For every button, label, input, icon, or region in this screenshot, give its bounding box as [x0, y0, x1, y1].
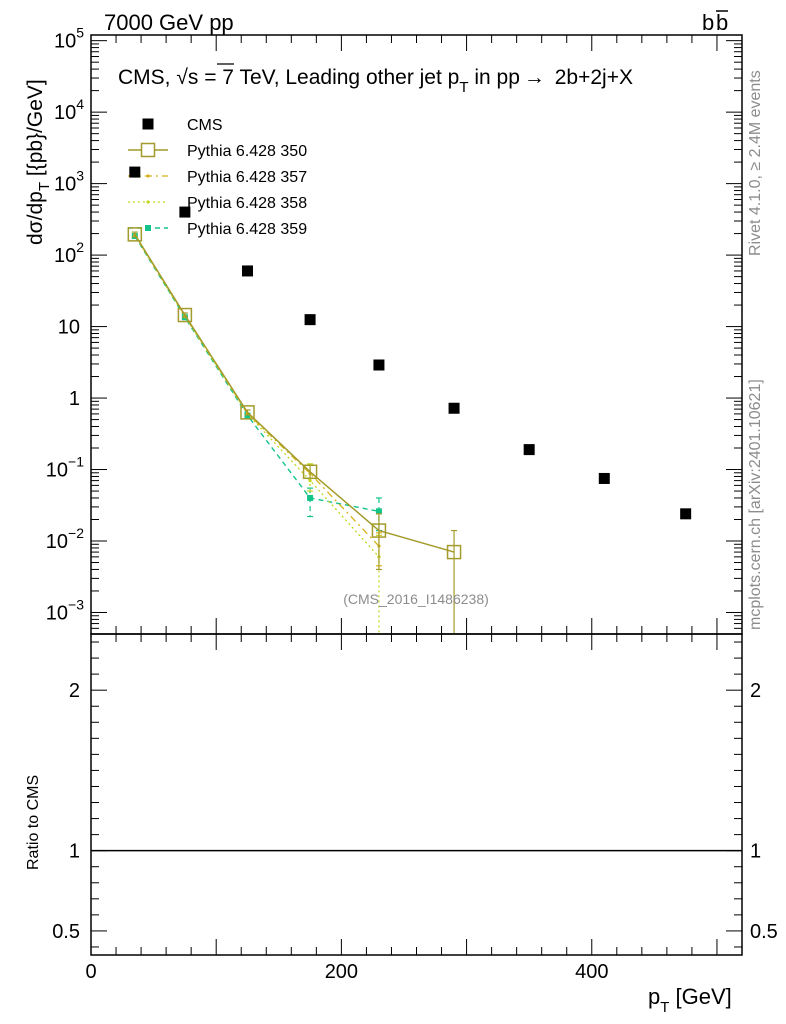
ratio-y-tick-labels: 0.5 0.5 1 1 2 2 [52, 680, 778, 943]
series-line-p359 [134, 235, 380, 513]
series-line-p358 [134, 235, 380, 558]
point-cms [448, 402, 460, 414]
legend-marker-p359 [145, 225, 151, 231]
point-cms [523, 444, 535, 456]
main-y-tick-label: 105 [54, 25, 84, 53]
plot-title: CMS, √s = 7 TeV, Leading other jet pT in… [118, 63, 633, 96]
main-y-axis-title: dσ/dpT [{pb}/GeV] [24, 79, 53, 245]
ratio-y-tick-label-right: 2 [750, 680, 761, 702]
main-y-tick-label: 10−3 [46, 596, 84, 624]
analysis-id: (CMS_2016_I1486238) [343, 591, 489, 607]
main-axis-ticks [90, 35, 743, 635]
point-p350 [446, 544, 462, 560]
point-p350 [127, 227, 143, 242]
header-right-b: b [702, 10, 714, 35]
point-p359 [375, 508, 382, 515]
legend-marker-p358 [146, 200, 150, 204]
x-axis-title: pT [GeV] [648, 984, 732, 1016]
ratio-y-tick-label: 1 [69, 841, 80, 863]
main-y-tick-label: 10−1 [46, 454, 84, 482]
main-data [127, 166, 692, 634]
x-tick-label: 0 [85, 961, 96, 983]
ratio-y-tick-label-right: 0.5 [750, 921, 778, 943]
legend-marker-p357 [146, 174, 150, 178]
point-p359 [307, 494, 314, 501]
legend-label-cms: CMS [187, 117, 223, 134]
ratio-y-tick-label: 0.5 [52, 921, 80, 943]
x-tick-labels: 0 200 400 [85, 961, 608, 983]
legend-marker-p350 [140, 142, 156, 158]
point-p350 [177, 307, 193, 323]
x-tick-label: 400 [575, 961, 608, 983]
legend-item-p350: Pythia 6.428 350 [128, 142, 307, 160]
rivet-label: Rivet 4.1.0, ≥ 2.4M events [747, 70, 764, 256]
main-y-tick-label: 10 [58, 317, 80, 339]
header-left: 7000 GeV pp [104, 10, 234, 35]
point-p350 [240, 405, 255, 420]
legend-label-p357: Pythia 6.428 357 [187, 169, 307, 186]
legend-item-p359: Pythia 6.428 359 [128, 221, 307, 238]
main-y-tick-label: 102 [54, 239, 84, 267]
ratio-plot-frame [90, 633, 743, 956]
legend-label-p359: Pythia 6.428 359 [187, 221, 307, 238]
main-y-tick-label: 10−2 [46, 525, 84, 553]
header-right: b b [702, 10, 728, 35]
mcplots-label: mcplots.cern.ch [arXiv:2401.10621] [747, 379, 764, 630]
header-right-bbar: b [716, 10, 728, 35]
point-cms [241, 265, 253, 277]
main-y-tick-label: 1 [69, 388, 80, 410]
legend: CMS Pythia 6.428 350 Pythia 6.428 357 Pythi… [128, 117, 307, 238]
ratio-axis-ticks [90, 634, 743, 955]
point-cms [304, 314, 316, 326]
legend-item-p357: Pythia 6.428 357 [128, 169, 307, 186]
point-p350 [371, 523, 387, 538]
ratio-y-tick-label: 2 [69, 680, 80, 702]
legend-item-cms: CMS [142, 117, 223, 134]
point-p358 [308, 478, 312, 483]
main-y-tick-label: 103 [54, 168, 84, 196]
point-cms [179, 206, 191, 218]
point-cms [680, 508, 692, 520]
legend-marker-cms [142, 118, 154, 130]
x-tick-label: 200 [325, 961, 358, 983]
legend-item-p358: Pythia 6.428 358 [128, 195, 307, 212]
point-cms [373, 359, 385, 371]
plot-title-text: CMS, √s = 7 TeV, Leading other jet pT in… [118, 66, 633, 96]
legend-label-p358: Pythia 6.428 358 [187, 195, 307, 212]
point-cms [129, 166, 141, 178]
point-p350 [302, 464, 318, 480]
series-line-p350 [134, 233, 455, 553]
legend-label-p350: Pythia 6.428 350 [187, 143, 307, 160]
ratio-y-axis-title: Ratio to CMS [25, 775, 42, 870]
main-y-tick-label: 104 [54, 96, 84, 124]
point-cms [598, 472, 610, 484]
ratio-y-tick-label-right: 1 [750, 841, 761, 863]
